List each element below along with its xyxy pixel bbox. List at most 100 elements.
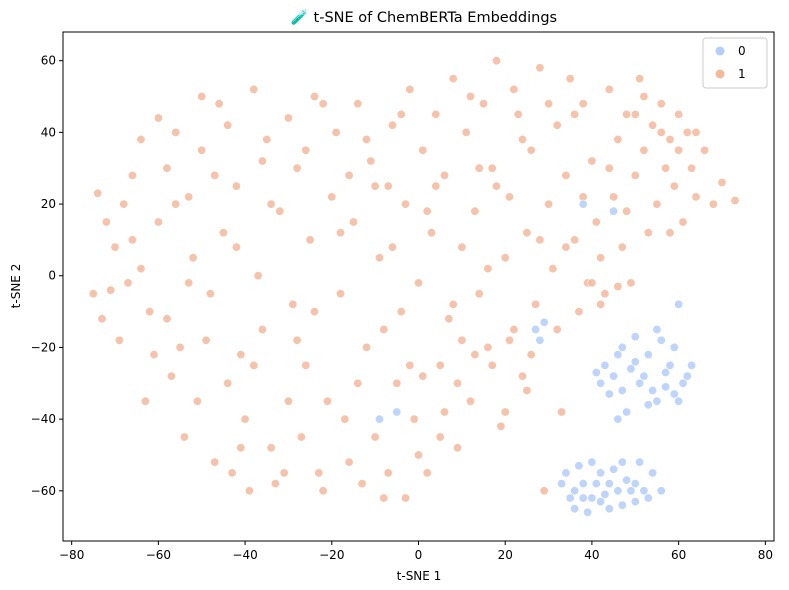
- data-point-class-0: [674, 396, 684, 406]
- data-point-class-0: [622, 407, 632, 417]
- data-point-class-0: [535, 335, 545, 345]
- data-point-class-1: [509, 84, 519, 94]
- data-point-class-1: [136, 264, 146, 274]
- data-point-class-1: [348, 217, 358, 227]
- data-point-class-1: [405, 84, 415, 94]
- data-point-class-1: [561, 170, 571, 180]
- legend-box: [702, 37, 768, 89]
- data-point-class-0: [652, 396, 662, 406]
- data-point-class-1: [210, 457, 220, 467]
- data-point-class-1: [140, 396, 150, 406]
- data-point-class-1: [244, 486, 254, 496]
- data-point-class-0: [596, 378, 606, 388]
- data-point-class-1: [522, 228, 532, 238]
- data-point-class-1: [374, 253, 384, 263]
- data-point-class-0: [561, 468, 571, 478]
- data-point-class-1: [639, 92, 649, 102]
- data-point-class-1: [370, 432, 380, 442]
- data-point-class-1: [691, 192, 701, 202]
- data-point-class-1: [622, 206, 632, 216]
- data-point-class-1: [418, 371, 428, 381]
- data-point-class-0: [682, 371, 692, 381]
- data-point-class-1: [418, 145, 428, 155]
- data-point-class-1: [587, 278, 597, 288]
- data-point-class-1: [101, 217, 111, 227]
- x-tick-label: 80: [758, 548, 773, 562]
- data-point-class-1: [257, 324, 267, 334]
- data-point-class-1: [483, 264, 493, 274]
- data-point-class-1: [500, 253, 510, 263]
- data-point-class-1: [353, 378, 363, 388]
- data-point-class-1: [708, 199, 718, 209]
- data-point-class-1: [379, 324, 389, 334]
- data-point-class-0: [687, 360, 697, 370]
- data-point-class-1: [279, 468, 289, 478]
- data-point-class-0: [600, 360, 610, 370]
- data-point-class-0: [617, 385, 627, 395]
- data-point-class-1: [249, 360, 259, 370]
- data-point-class-1: [400, 493, 410, 503]
- data-point-class-1: [422, 206, 432, 216]
- data-point-class-1: [604, 163, 614, 173]
- data-point-class-1: [491, 181, 501, 191]
- data-point-class-1: [149, 350, 159, 360]
- data-point-class-1: [392, 378, 402, 388]
- data-point-class-0: [609, 206, 619, 216]
- chart-title: 🧪 t-SNE of ChemBERTa Embeddings: [291, 9, 557, 26]
- data-point-class-1: [314, 468, 324, 478]
- data-point-class-1: [570, 109, 580, 119]
- data-point-class-1: [361, 342, 371, 352]
- data-point-class-0: [630, 332, 640, 342]
- data-point-class-1: [630, 170, 640, 180]
- data-point-class-1: [674, 109, 684, 119]
- data-point-class-1: [318, 99, 328, 109]
- data-point-class-1: [231, 181, 241, 191]
- data-point-class-0: [639, 486, 649, 496]
- data-point-class-1: [184, 192, 194, 202]
- data-point-class-1: [383, 468, 393, 478]
- data-point-class-1: [596, 299, 606, 309]
- data-point-class-1: [487, 360, 497, 370]
- x-tick-label: 0: [415, 548, 423, 562]
- data-point-class-1: [552, 324, 562, 334]
- data-point-class-1: [283, 113, 293, 123]
- x-tick-label: 40: [584, 548, 599, 562]
- data-point-class-1: [717, 178, 727, 188]
- y-tick-label: −60: [31, 484, 56, 498]
- data-point-class-0: [578, 199, 588, 209]
- y-tick-label: 0: [48, 269, 56, 283]
- data-point-class-1: [188, 253, 198, 263]
- data-point-class-1: [266, 443, 276, 453]
- data-point-class-0: [583, 507, 593, 517]
- data-point-class-1: [335, 289, 345, 299]
- data-point-class-1: [448, 299, 458, 309]
- x-tick-label: 60: [671, 548, 686, 562]
- data-point-class-1: [596, 253, 606, 263]
- data-point-class-1: [357, 479, 367, 489]
- x-tick-label: −40: [232, 548, 257, 562]
- data-point-class-1: [262, 135, 272, 145]
- data-point-class-0: [635, 378, 645, 388]
- data-point-class-0: [643, 400, 653, 410]
- data-point-class-0: [648, 385, 658, 395]
- data-point-class-0: [617, 500, 627, 510]
- data-point-class-1: [218, 228, 228, 238]
- data-point-class-1: [504, 192, 514, 202]
- data-point-class-0: [392, 407, 402, 417]
- data-point-class-0: [617, 457, 627, 467]
- data-point-class-1: [396, 109, 406, 119]
- data-point-class-1: [487, 163, 497, 173]
- data-point-class-1: [301, 360, 311, 370]
- data-point-class-1: [439, 407, 449, 417]
- data-point-class-0: [617, 342, 627, 352]
- data-point-class-1: [171, 199, 181, 209]
- data-point-class-1: [630, 109, 640, 119]
- data-point-class-1: [531, 299, 541, 309]
- data-point-class-1: [661, 163, 671, 173]
- data-point-class-1: [635, 74, 645, 84]
- data-point-class-1: [127, 170, 137, 180]
- data-point-class-0: [626, 364, 636, 374]
- data-point-class-1: [340, 414, 350, 424]
- data-point-class-1: [123, 278, 133, 288]
- data-point-class-1: [422, 468, 432, 478]
